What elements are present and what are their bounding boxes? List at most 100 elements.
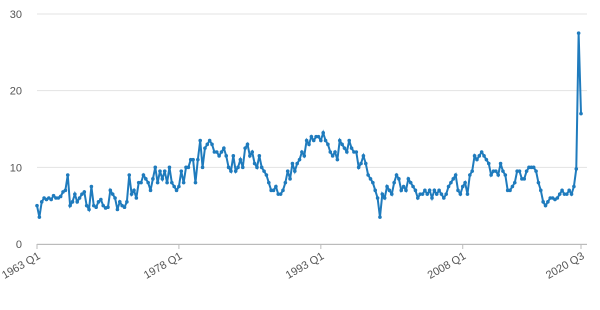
point: [144, 177, 148, 181]
point: [115, 207, 120, 212]
point: [382, 196, 387, 200]
point: [63, 188, 68, 193]
point: [451, 177, 456, 181]
point: [248, 154, 252, 158]
point: [531, 165, 536, 170]
point: [219, 150, 224, 154]
point: [567, 188, 571, 193]
point: [437, 188, 441, 193]
point: [475, 157, 479, 162]
point: [236, 165, 240, 170]
point: [134, 196, 139, 200]
point: [323, 138, 328, 143]
point: [196, 157, 200, 162]
point: [522, 177, 527, 181]
point: [484, 157, 489, 162]
point: [285, 169, 290, 173]
point: [37, 215, 42, 219]
point: [203, 146, 207, 150]
point: [281, 188, 285, 193]
point: [356, 165, 361, 170]
point: [446, 184, 451, 189]
point: [345, 150, 349, 154]
point: [73, 192, 77, 196]
point: [411, 184, 415, 189]
point: [165, 180, 169, 185]
point: [39, 200, 44, 204]
point: [127, 173, 132, 177]
point: [264, 173, 269, 177]
point: [406, 177, 411, 181]
point: [113, 196, 117, 200]
point: [543, 203, 548, 208]
point: [162, 169, 167, 173]
point: [200, 165, 205, 170]
point: [482, 154, 486, 158]
point: [489, 173, 493, 177]
point: [524, 169, 529, 173]
point: [349, 146, 354, 150]
point: [84, 203, 89, 208]
point: [274, 184, 278, 189]
point: [375, 196, 380, 200]
point: [293, 169, 297, 173]
point: [89, 184, 94, 189]
x-tick-label: 1963 Q1: [0, 250, 42, 281]
point: [413, 188, 418, 193]
point: [158, 169, 162, 173]
point: [257, 154, 262, 158]
point: [77, 196, 82, 200]
point: [316, 134, 321, 139]
point: [574, 167, 579, 171]
point: [311, 138, 316, 143]
point: [468, 173, 472, 177]
point: [330, 154, 335, 158]
point: [167, 165, 172, 170]
point: [214, 150, 219, 154]
point: [555, 196, 560, 200]
point: [321, 131, 325, 135]
point: [132, 188, 136, 193]
point: [371, 180, 375, 185]
y-tick-label: 10: [10, 162, 22, 174]
point: [94, 205, 98, 209]
point: [58, 194, 63, 199]
point: [110, 192, 115, 196]
line: [36, 33, 582, 218]
point: [458, 192, 463, 196]
point: [148, 188, 153, 193]
point: [486, 161, 491, 166]
point: [129, 192, 134, 196]
point: [250, 150, 255, 154]
point: [319, 138, 323, 143]
point: [442, 196, 446, 200]
point: [408, 180, 413, 185]
point: [579, 111, 583, 116]
point: [425, 192, 430, 196]
point: [283, 180, 288, 185]
point: [366, 173, 370, 177]
y-tick-label: 30: [10, 9, 22, 21]
point: [342, 146, 347, 150]
point: [397, 177, 401, 181]
point: [560, 188, 564, 193]
point: [456, 188, 460, 193]
point: [444, 192, 448, 196]
point: [302, 154, 307, 158]
point: [385, 184, 389, 189]
point: [229, 169, 233, 173]
point: [70, 200, 75, 204]
point: [340, 142, 344, 147]
point: [434, 192, 439, 196]
point: [68, 203, 72, 208]
point: [217, 154, 221, 158]
point: [87, 207, 91, 212]
point: [160, 177, 165, 181]
point: [496, 173, 501, 177]
point: [181, 180, 186, 185]
point: [423, 188, 427, 193]
point: [508, 188, 512, 193]
point: [347, 138, 352, 143]
point: [335, 157, 340, 162]
